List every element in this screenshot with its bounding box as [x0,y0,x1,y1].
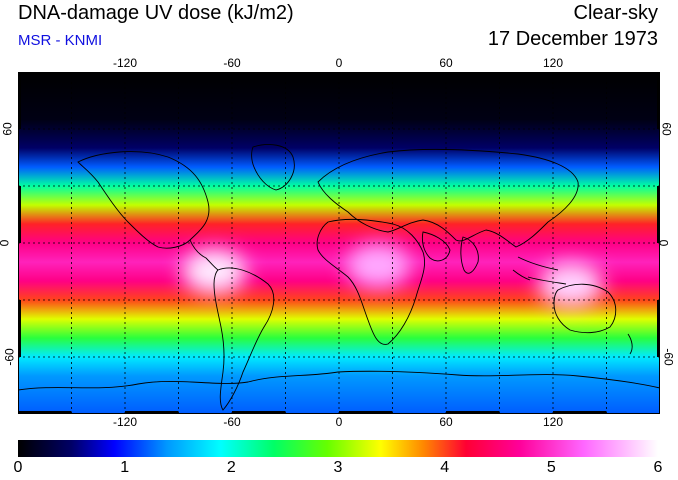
frame-bar [18,300,21,357]
uv-dose-map [18,72,660,414]
longitude-tick-label: 120 [542,415,564,429]
longitude-tick-label: 0 [335,56,343,70]
coastline-south-america [213,267,275,411]
latitude-tick-label: -60 [661,348,676,366]
frame-bar [18,72,21,129]
frame-bar [232,72,286,75]
frame-bar [657,186,660,243]
map-canvas [18,72,660,414]
colorbar-tick-label: 2 [226,459,236,476]
frame-alternating-bars [18,72,660,414]
coastline-eurasia [317,148,579,248]
colorbar-gradient [18,440,658,457]
hotspot-south-america [182,249,247,294]
coastline-australia [553,283,617,334]
longitude-tick-label: -120 [112,56,138,70]
longitude-tick-label: 0 [335,415,343,429]
longitude-tick-label: 60 [439,415,453,429]
hotspot-africa [346,243,411,288]
frame-bar [18,186,21,243]
coastline-india [460,236,479,274]
frame-bar [553,72,607,75]
coastlines [18,144,660,411]
latitude-tick-label: 0 [0,240,11,247]
frame-bar [446,411,500,414]
latitude-tick-label: -60 [2,348,17,366]
coastline-africa [316,218,426,345]
colorbar-tick-label: 0 [13,459,23,476]
colorbar [18,440,658,457]
colorbar-tick-label: 3 [333,459,343,476]
coastline-new-zealand [627,333,633,355]
latitude-tick-label: 60 [659,122,674,136]
graticule [18,72,660,414]
colorbar-tick-label: 6 [653,459,663,476]
coastline-arabia [421,231,451,262]
longitude-tick-label: -120 [112,415,138,429]
colorbar-tick-label: 1 [120,459,130,476]
map-title: DNA-damage UV dose (kJ/m2) [18,2,294,24]
colorbar-tick-label: 4 [440,459,450,476]
longitude-tick-label: -60 [223,415,241,429]
source-label: MSR - KNMI [18,32,103,49]
sky-condition-label: Clear-sky [573,2,658,24]
frame-bar [339,72,393,75]
frame-bar [232,411,286,414]
longitude-tick-label: 120 [542,56,564,70]
frame-bar [446,72,500,75]
coastline-north-america [77,151,210,249]
frame-bar [125,72,179,75]
frame-bar [339,411,393,414]
frame-bar [657,72,660,129]
longitude-tick-label: 60 [439,56,453,70]
frame-bar [657,300,660,357]
colorbar-tick-label: 5 [546,459,556,476]
frame-bar [18,72,72,75]
frame-bar [125,411,179,414]
coastline-antarctica [18,370,660,391]
coastline-central-america [189,239,219,271]
latitude-tick-label: 60 [0,122,15,136]
longitude-tick-label: -60 [223,56,241,70]
date-label: 17 December 1973 [487,28,658,50]
frame-bar [18,411,72,414]
coastline-indonesia [512,256,567,285]
frame-bar [553,411,607,414]
